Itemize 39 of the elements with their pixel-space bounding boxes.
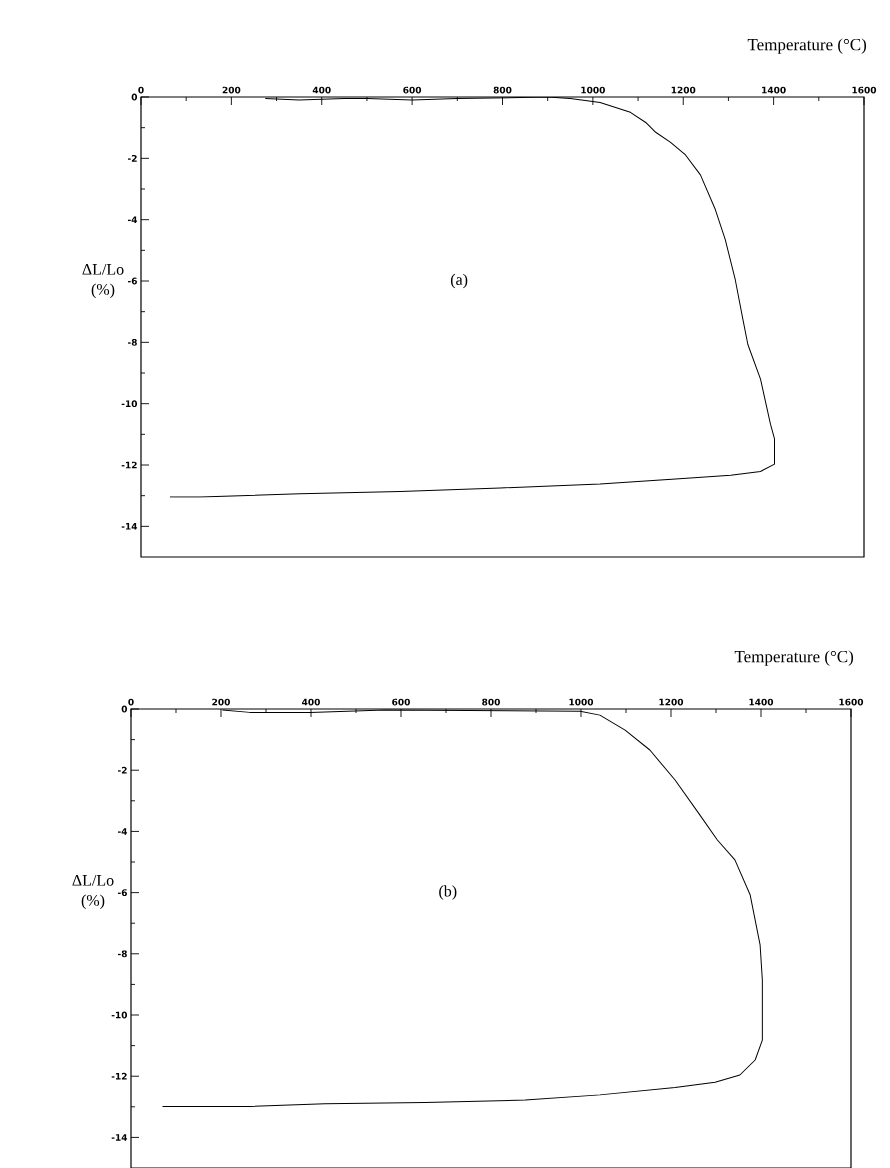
- x-tick-label: 1200: [659, 698, 684, 706]
- y-tick-label: -8: [127, 338, 137, 346]
- y-axis-title: ΔL/Lo (%): [72, 875, 114, 909]
- x-tick-label: 1600: [839, 698, 864, 706]
- y-tick-label: -4: [127, 216, 138, 223]
- x-tick-label: 800: [493, 86, 512, 94]
- y-tick-label: 0: [131, 93, 138, 101]
- x-tick-label: 0: [138, 86, 144, 94]
- x-axis-title: Temperature (°C): [734, 650, 854, 666]
- y-tick-label: -10: [121, 400, 138, 408]
- x-axis-title: Temperature (°C): [747, 38, 867, 54]
- y-tick-label: -2: [127, 155, 137, 162]
- y-tick-label: -8: [117, 950, 127, 958]
- x-tick-label: 600: [403, 86, 422, 94]
- x-tick-label: 1200: [671, 86, 696, 94]
- x-tick-label: 200: [212, 698, 230, 706]
- x-tick-label: 400: [312, 86, 331, 94]
- y-tick-label: -2: [117, 766, 127, 774]
- y-tick-label: -12: [121, 461, 137, 469]
- x-tick-label: 1000: [569, 698, 594, 706]
- x-tick-label: 600: [392, 698, 410, 706]
- y-tick-label: -14: [111, 1134, 128, 1141]
- y-tick-label: 0: [121, 705, 128, 713]
- annotation: (b): [439, 885, 457, 900]
- x-tick-label: 1600: [852, 86, 877, 94]
- y-tick-label: -6: [127, 277, 137, 285]
- x-tick-label: 200: [222, 86, 241, 94]
- x-tick-label: 1400: [749, 698, 774, 706]
- y-axis-title: ΔL/Lo (%): [82, 264, 124, 298]
- y-tick-label: -6: [117, 889, 127, 897]
- y-tick-label: -10: [111, 1011, 128, 1019]
- x-tick-label: 1400: [762, 86, 786, 94]
- x-tick-label: 800: [482, 698, 500, 706]
- y-tick-label: -14: [121, 523, 138, 530]
- y-tick-label: -12: [111, 1072, 127, 1080]
- x-tick-label: 1000: [581, 86, 605, 94]
- annotation: (a): [450, 273, 468, 289]
- y-tick-label: -4: [117, 828, 128, 835]
- x-tick-label: 400: [302, 698, 320, 706]
